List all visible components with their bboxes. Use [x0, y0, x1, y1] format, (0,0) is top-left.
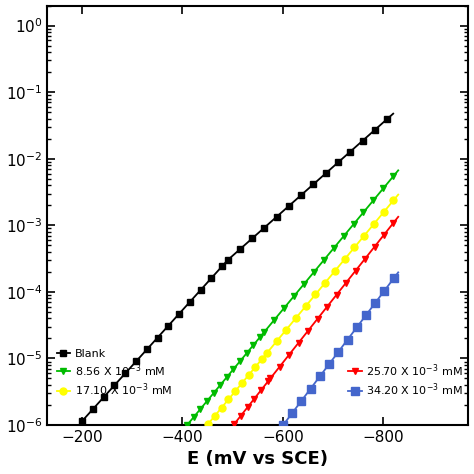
X-axis label: E (mV vs SCE): E (mV vs SCE) — [187, 450, 328, 468]
Legend: 25.70 X 10$^{-3}$ mM, 34.20 X 10$^{-3}$ mM: 25.70 X 10$^{-3}$ mM, 34.20 X 10$^{-3}$ … — [348, 362, 463, 399]
